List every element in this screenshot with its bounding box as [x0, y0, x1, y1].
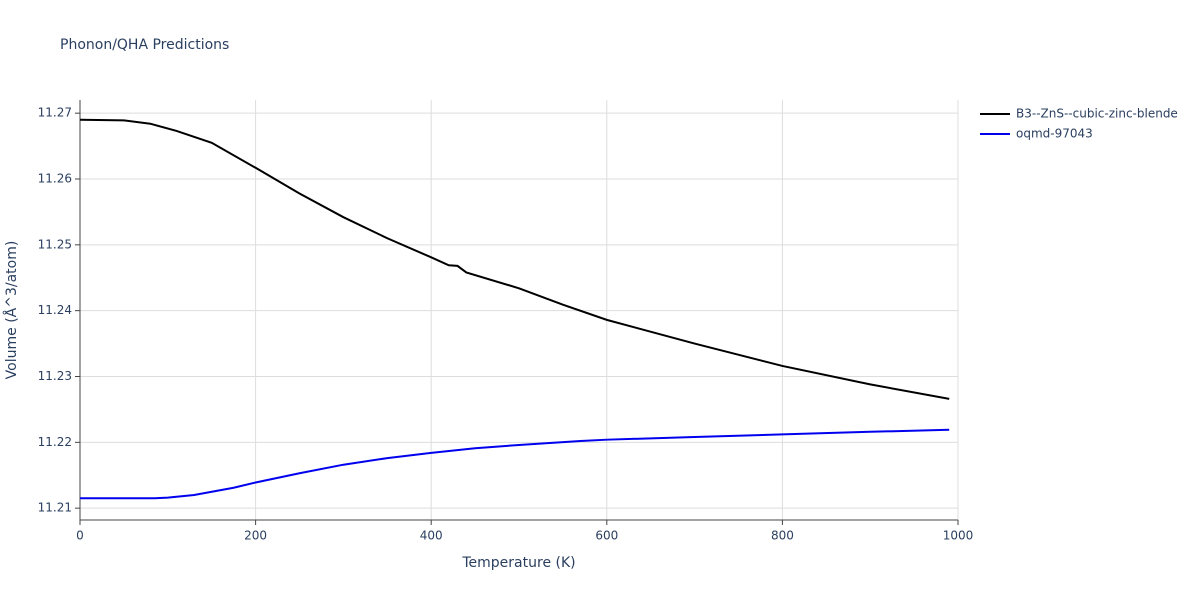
y-tick-label: 11.22 [38, 435, 72, 449]
y-tick-label: 11.25 [38, 237, 72, 251]
y-tick-label: 11.24 [38, 303, 72, 317]
y-tick-label: 11.23 [38, 369, 72, 383]
y-axis-label: Volume (Å^3/atom) [3, 241, 20, 380]
y-tick-label: 11.21 [38, 501, 72, 515]
x-tick-label: 0 [76, 529, 84, 543]
x-tick-label: 800 [771, 529, 794, 543]
x-tick-label: 600 [595, 529, 618, 543]
legend-label: B3--ZnS--cubic-zinc-blende [1016, 107, 1178, 121]
series-line [79, 118, 950, 400]
y-tick-label: 11.27 [38, 106, 72, 120]
legend-label: oqmd-97043 [1016, 127, 1093, 141]
x-axis-label: Temperature (K) [461, 555, 575, 571]
x-tick-label: 200 [244, 529, 267, 543]
series-line [80, 428, 950, 500]
x-tick-label: 400 [420, 529, 443, 543]
x-tick-label: 1000 [943, 529, 974, 543]
y-tick-label: 11.26 [38, 171, 72, 185]
chart-title: Phonon/QHA Predictions [60, 37, 229, 53]
